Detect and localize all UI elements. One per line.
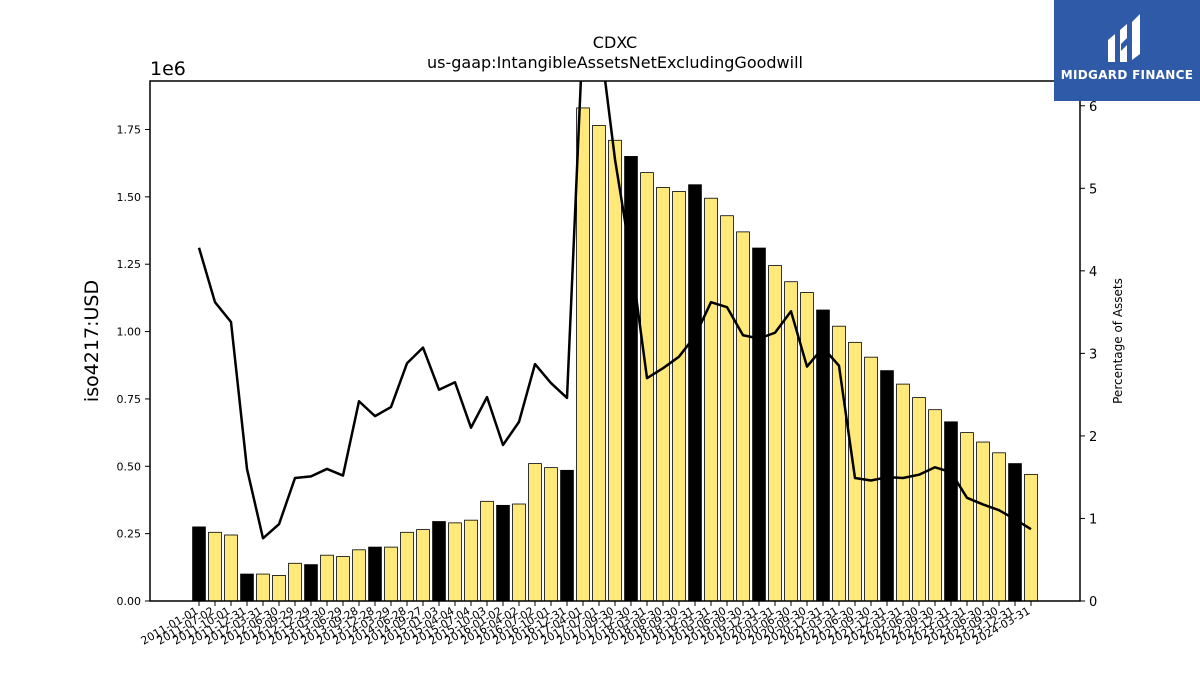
y-tick-label: 0.25 xyxy=(117,528,142,541)
y-axis-label: iso4217:USD xyxy=(81,280,103,402)
y2-tick-label: 3 xyxy=(1089,347,1097,362)
y2-tick-label: 5 xyxy=(1089,182,1097,197)
bar xyxy=(352,549,366,602)
y2-tick-label: 2 xyxy=(1089,430,1097,445)
y-axis-right: 0 1 2 3 4 5 6 xyxy=(1080,100,1097,610)
y-tick-label: 0.75 xyxy=(117,393,142,406)
bar xyxy=(736,231,750,602)
bar xyxy=(656,187,670,602)
bar xyxy=(384,546,398,602)
y-axis-left: 0.00 0.25 0.50 0.75 1.00 1.25 1.50 1.75 xyxy=(117,123,150,608)
bar xyxy=(512,503,526,602)
bar xyxy=(1008,463,1022,602)
bar xyxy=(464,519,478,602)
bar xyxy=(768,265,782,602)
bar xyxy=(880,370,894,602)
bar xyxy=(560,469,574,602)
bar xyxy=(496,504,510,602)
bar xyxy=(208,531,222,602)
x-axis: 2011-01-012011-07-022011-10-012011-12-31… xyxy=(139,601,1033,648)
bar xyxy=(432,521,446,602)
bar xyxy=(544,467,558,602)
y2-axis-label: Percentage of Assets xyxy=(1111,278,1125,404)
logo-text: MIDGARD FINANCE xyxy=(1060,68,1194,82)
bar xyxy=(320,554,334,602)
bar xyxy=(448,522,462,602)
bar xyxy=(944,421,958,602)
bar-series xyxy=(192,107,1038,602)
y-tick-label: 0.50 xyxy=(117,460,142,473)
percentage-line xyxy=(197,81,1032,540)
y2-tick-label: 4 xyxy=(1089,265,1097,280)
bar xyxy=(672,191,686,602)
bar xyxy=(640,172,654,602)
y-axis-multiplier: 1e6 xyxy=(150,58,186,80)
y-tick-label: 0.00 xyxy=(117,595,142,608)
bar xyxy=(192,526,206,602)
midgard-finance-logo: MIDGARD FINANCE xyxy=(1054,0,1200,101)
y-tick-label: 1.75 xyxy=(117,123,142,136)
y-tick-label: 1.50 xyxy=(117,191,142,204)
bar xyxy=(1024,473,1038,602)
line-series xyxy=(197,81,1032,540)
bar xyxy=(304,564,318,602)
bar xyxy=(272,575,286,602)
bar xyxy=(752,247,766,602)
bar xyxy=(608,139,622,602)
y2-tick-label: 1 xyxy=(1089,512,1097,527)
bar xyxy=(912,397,926,602)
bar xyxy=(992,452,1006,602)
y2-tick-label: 0 xyxy=(1089,595,1097,610)
midgard-logo-icon xyxy=(1054,10,1200,70)
chart-title: CDXC xyxy=(593,33,637,52)
bar xyxy=(416,529,430,602)
bar xyxy=(976,441,990,602)
bar xyxy=(960,432,974,602)
y-tick-label: 1.25 xyxy=(117,258,142,271)
bar xyxy=(256,573,270,602)
bar xyxy=(592,125,606,602)
bar xyxy=(224,534,238,602)
bar xyxy=(240,573,254,602)
bar xyxy=(576,107,590,602)
bar xyxy=(336,556,350,602)
bar xyxy=(896,383,910,602)
bar xyxy=(288,562,302,602)
bar xyxy=(688,184,702,602)
bar xyxy=(704,197,718,602)
bar xyxy=(928,409,942,602)
bar xyxy=(480,500,494,602)
bar xyxy=(368,546,382,602)
chart-subtitle: us-gaap:IntangibleAssetsNetExcludingGood… xyxy=(427,53,803,72)
y-tick-label: 1.00 xyxy=(117,326,142,339)
bar xyxy=(720,215,734,602)
bar xyxy=(400,531,414,602)
bar xyxy=(528,463,542,602)
bar xyxy=(800,292,814,602)
y2-tick-label: 6 xyxy=(1089,100,1097,115)
